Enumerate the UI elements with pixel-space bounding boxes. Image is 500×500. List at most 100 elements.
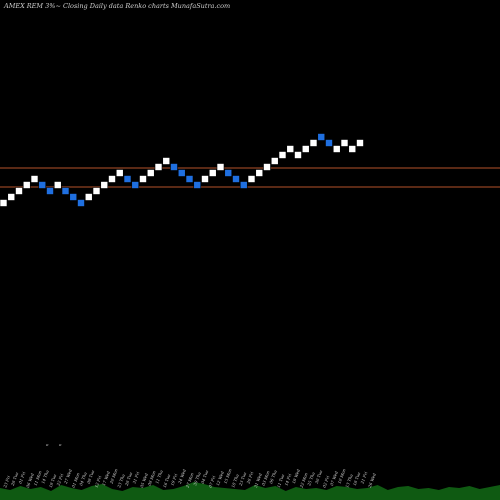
date-label: 11 Mon xyxy=(33,470,43,487)
renko-brick-down xyxy=(170,163,178,171)
marker-label: o xyxy=(46,442,49,447)
date-label: 22 Fri xyxy=(55,472,65,487)
date-label: 02 Fri xyxy=(321,474,330,488)
renko-brick-down xyxy=(239,181,248,189)
date-label: 28 Tue xyxy=(123,471,133,487)
date-label: 11 Thu xyxy=(154,469,164,484)
renko-brick-up xyxy=(340,139,349,147)
date-label: 06 Thu xyxy=(268,469,278,484)
date-label: 11 Tue xyxy=(276,473,286,488)
renko-brick-up xyxy=(208,169,217,177)
renko-brick-down xyxy=(46,187,54,195)
date-label: 19 Tue xyxy=(48,473,58,488)
renko-brick-up xyxy=(216,163,225,171)
renko-brick-up xyxy=(100,181,109,189)
renko-brick-down xyxy=(69,193,78,201)
renko-brick-up xyxy=(15,187,23,195)
renko-brick-up xyxy=(162,157,171,165)
renko-brick-up xyxy=(263,163,271,171)
date-label: 27 Mon xyxy=(184,472,194,490)
date-label: 30 Thu xyxy=(192,471,202,486)
date-label: 04 Thu xyxy=(78,471,88,486)
date-label: 18 Thu xyxy=(230,473,240,488)
renko-brick-up xyxy=(309,139,318,147)
renko-brick-down xyxy=(224,169,233,177)
date-label: 20 Mon xyxy=(108,468,118,486)
level-lines xyxy=(0,167,500,188)
volume-area xyxy=(0,482,500,500)
renko-brick-down xyxy=(232,175,240,183)
renko-brick-up xyxy=(348,145,357,153)
date-label: 31 Wed xyxy=(253,472,263,488)
renko-brick-down xyxy=(325,139,333,147)
renko-brick-up xyxy=(356,139,364,147)
date-label: 01 Fri xyxy=(17,470,26,484)
renko-brick-down xyxy=(185,175,194,183)
chart-title: AMEX REM 3%~ Closing Daily data Renko ch… xyxy=(3,2,230,10)
date-label: 07 Fri xyxy=(207,474,216,488)
renko-brick-down xyxy=(77,199,85,207)
date-label: 19 Fri xyxy=(169,472,178,486)
date-label: 23 Fri xyxy=(2,474,12,489)
renko-brick-up xyxy=(0,199,8,207)
date-label: 26 Wed xyxy=(367,472,377,489)
renko-brick-up xyxy=(270,157,279,165)
date-label: 18 Tue xyxy=(352,471,362,486)
date-label: 08 Mon xyxy=(147,470,157,487)
date-label: 24 Wed xyxy=(177,468,187,485)
renko-brick-down xyxy=(61,187,70,195)
date-label: 25 Thu xyxy=(306,471,316,487)
renko-brick-up xyxy=(84,193,93,201)
date-label: 12 Fri xyxy=(93,474,102,488)
renko-brick-up xyxy=(255,169,264,177)
date-label: 31 Fri xyxy=(131,470,140,484)
date-label: 22 Mon xyxy=(298,472,308,490)
date-label: 23 Tue xyxy=(237,471,247,487)
date-label: 17 Wed xyxy=(101,470,111,486)
date-label: 23 Thu xyxy=(116,473,126,489)
renko-brick-up xyxy=(278,151,287,159)
volume-silhouette xyxy=(0,482,500,500)
renko-brick-down xyxy=(38,181,47,189)
date-label: 15 Mon xyxy=(223,468,233,485)
date-label: 26 Fri xyxy=(245,470,255,485)
renko-brick-up xyxy=(7,193,16,201)
renko-brick-down xyxy=(193,181,202,189)
renko-brick-down xyxy=(317,133,326,141)
date-label: 07 Wed xyxy=(329,470,339,486)
renko-brick-up xyxy=(146,169,155,177)
renko-brick-up xyxy=(286,145,295,153)
date-label: 10 Mon xyxy=(337,468,347,485)
renko-brick-up xyxy=(22,181,31,189)
date-label: 30 Tue xyxy=(314,469,324,484)
renko-brick-up xyxy=(108,175,116,183)
renko-brick-up xyxy=(294,151,302,159)
renko-brick-up xyxy=(115,169,124,177)
date-label: 16 Tue xyxy=(162,473,172,488)
renko-brick-up xyxy=(30,175,39,183)
date-label: 12 Wed xyxy=(215,470,225,486)
renko-brick-down xyxy=(177,169,186,177)
date-label: 14 Fri xyxy=(283,472,292,486)
renko-brick-up xyxy=(53,181,62,189)
renko-bricks xyxy=(0,133,364,207)
date-label: 04 Tue xyxy=(200,469,210,484)
date-label: 09 Tue xyxy=(86,469,96,484)
date-label: 27 Wed xyxy=(63,468,73,485)
date-label: 28 Tue xyxy=(9,471,19,487)
renko-brick-up xyxy=(139,175,147,183)
renko-brick-up xyxy=(201,175,209,183)
renko-brick-up xyxy=(154,163,163,171)
renko-brick-up xyxy=(301,145,310,153)
date-label: 05 Wed xyxy=(139,472,149,488)
date-label: 19 Wed xyxy=(291,468,301,484)
marker-label: o xyxy=(59,442,62,447)
renko-brick-up xyxy=(247,175,256,183)
date-label: 21 Fri xyxy=(359,470,369,485)
date-label: 01 Mon xyxy=(71,472,81,489)
date-label: 03 Mon xyxy=(261,470,271,487)
date-label: 13 Thu xyxy=(344,473,354,488)
